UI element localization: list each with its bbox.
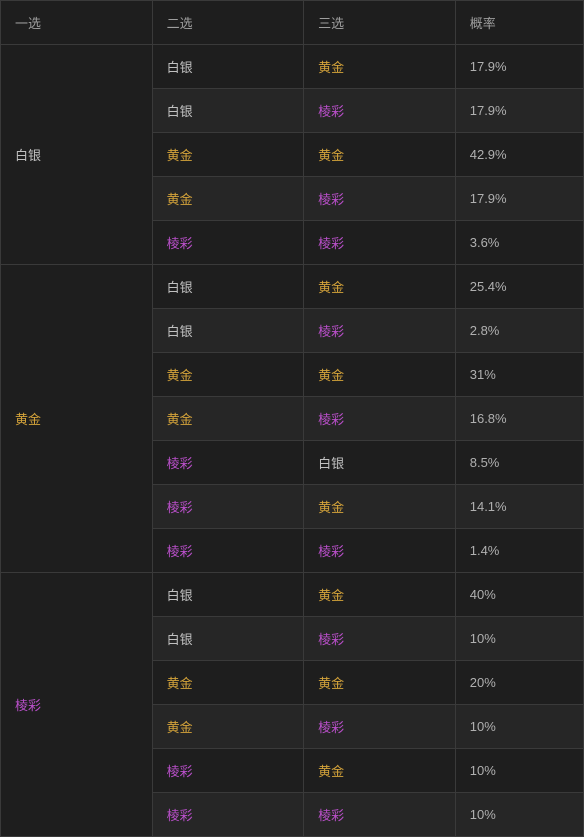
pick1-cell: 白银	[1, 45, 153, 265]
pick2-cell: 黄金	[152, 397, 304, 441]
pick2-cell: 棱彩	[152, 221, 304, 265]
rate-cell: 1.4%	[455, 529, 583, 573]
pick2-cell: 黄金	[152, 133, 304, 177]
col-header-pick1: 一选	[1, 1, 153, 45]
pick3-cell: 棱彩	[304, 705, 456, 749]
rate-cell: 17.9%	[455, 89, 583, 133]
pick3-cell: 黄金	[304, 133, 456, 177]
pick3-cell: 黄金	[304, 661, 456, 705]
rate-cell: 16.8%	[455, 397, 583, 441]
pick3-cell: 棱彩	[304, 793, 456, 837]
pick3-cell: 黄金	[304, 573, 456, 617]
pick2-cell: 白银	[152, 573, 304, 617]
rate-cell: 8.5%	[455, 441, 583, 485]
pick2-cell: 棱彩	[152, 441, 304, 485]
pick3-cell: 棱彩	[304, 221, 456, 265]
pick2-cell: 黄金	[152, 353, 304, 397]
col-header-pick3: 三选	[304, 1, 456, 45]
rate-cell: 25.4%	[455, 265, 583, 309]
pick3-cell: 棱彩	[304, 397, 456, 441]
col-header-pick2: 二选	[152, 1, 304, 45]
rate-cell: 42.9%	[455, 133, 583, 177]
pick1-cell: 黄金	[1, 265, 153, 573]
table-header-row: 一选 二选 三选 概率	[1, 1, 584, 45]
rate-cell: 10%	[455, 617, 583, 661]
pick2-cell: 白银	[152, 617, 304, 661]
pick2-cell: 白银	[152, 265, 304, 309]
pick2-cell: 棱彩	[152, 749, 304, 793]
pick2-cell: 棱彩	[152, 529, 304, 573]
table-body: 白银白银黄金17.9%白银棱彩17.9%黄金黄金42.9%黄金棱彩17.9%棱彩…	[1, 45, 584, 837]
pick3-cell: 黄金	[304, 353, 456, 397]
pick2-cell: 黄金	[152, 177, 304, 221]
pick2-cell: 白银	[152, 89, 304, 133]
rate-cell: 3.6%	[455, 221, 583, 265]
rate-cell: 31%	[455, 353, 583, 397]
pick3-cell: 棱彩	[304, 177, 456, 221]
pick2-cell: 白银	[152, 45, 304, 89]
table-row: 黄金白银黄金25.4%	[1, 265, 584, 309]
rate-cell: 10%	[455, 749, 583, 793]
pick2-cell: 白银	[152, 309, 304, 353]
rate-cell: 14.1%	[455, 485, 583, 529]
table-row: 白银白银黄金17.9%	[1, 45, 584, 89]
table-row: 棱彩白银黄金40%	[1, 573, 584, 617]
rate-cell: 10%	[455, 705, 583, 749]
col-header-rate: 概率	[455, 1, 583, 45]
pick2-cell: 黄金	[152, 705, 304, 749]
pick3-cell: 黄金	[304, 485, 456, 529]
pick3-cell: 黄金	[304, 749, 456, 793]
pick3-cell: 棱彩	[304, 89, 456, 133]
rate-cell: 20%	[455, 661, 583, 705]
pick2-cell: 棱彩	[152, 485, 304, 529]
pick1-cell: 棱彩	[1, 573, 153, 837]
pick3-cell: 黄金	[304, 265, 456, 309]
rate-cell: 40%	[455, 573, 583, 617]
rate-cell: 17.9%	[455, 45, 583, 89]
pick3-cell: 棱彩	[304, 617, 456, 661]
rate-cell: 10%	[455, 793, 583, 837]
pick2-cell: 黄金	[152, 661, 304, 705]
rate-cell: 17.9%	[455, 177, 583, 221]
pick3-cell: 棱彩	[304, 529, 456, 573]
pick3-cell: 黄金	[304, 45, 456, 89]
pick3-cell: 白银	[304, 441, 456, 485]
probability-table: 一选 二选 三选 概率 白银白银黄金17.9%白银棱彩17.9%黄金黄金42.9…	[0, 0, 584, 837]
pick3-cell: 棱彩	[304, 309, 456, 353]
pick2-cell: 棱彩	[152, 793, 304, 837]
rate-cell: 2.8%	[455, 309, 583, 353]
